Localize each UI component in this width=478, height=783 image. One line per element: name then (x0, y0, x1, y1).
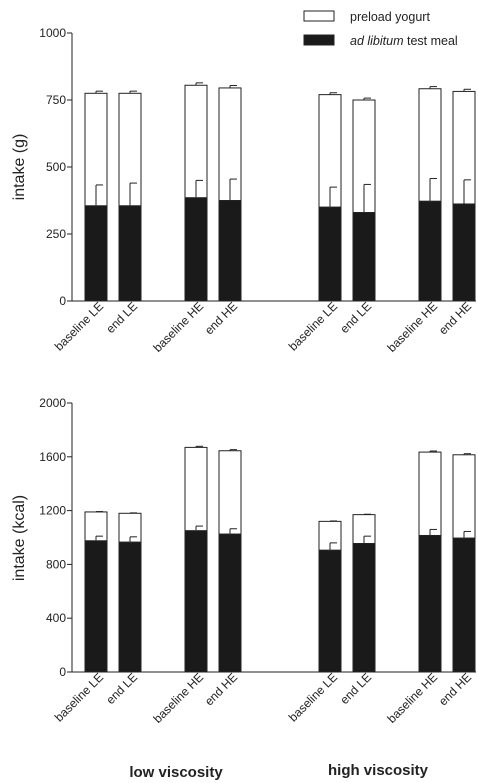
x-tick-label-g-5: end LE (337, 299, 374, 336)
bar-test-meal-g-1 (118, 205, 142, 302)
y-tick-label-kcal-3: 1200 (39, 504, 66, 518)
bar-test-meal-kcal-4 (318, 549, 342, 673)
y-tick-label-g-3: 750 (46, 93, 66, 107)
bar-test-meal-g-0 (84, 205, 108, 302)
y-tick-label-kcal-0: 0 (59, 665, 66, 679)
bar-test-meal-g-3 (218, 200, 242, 302)
x-tick-label-g-3: end HE (202, 299, 240, 337)
bar-test-meal-kcal-2 (184, 530, 208, 673)
legend: preload yogurt ad libitum test meal (303, 10, 458, 48)
bar-preload-kcal-6 (418, 451, 442, 536)
x-tick-label-g-2: baseline HE (150, 299, 206, 355)
y-tick-label-kcal-4: 1600 (39, 450, 66, 464)
panel-kcal: intake (kcal) 0 400 800 1200 1600 2000 baselin… (11, 396, 476, 726)
bar-test-meal-g-2 (184, 197, 208, 302)
bar-preload-kcal-7 (452, 454, 476, 539)
x-tick-label-kcal-1: end LE (103, 670, 140, 707)
bar-test-meal-kcal-7 (452, 537, 476, 673)
legend-label-preload: preload yogurt (350, 10, 430, 24)
bar-preload-kcal-2 (184, 446, 208, 532)
x-tick-label-g-1: end LE (103, 299, 140, 336)
bar-test-meal-g-5 (352, 212, 376, 302)
bar-test-meal-kcal-3 (218, 533, 242, 673)
y-tick-label-g-0: 0 (59, 294, 66, 308)
x-tick-label-kcal-4: baseline LE (286, 670, 340, 724)
y-tick-label-g-1: 250 (46, 227, 66, 241)
legend-label-test-meal: ad libitum test meal (350, 34, 458, 48)
bar-test-meal-kcal-0 (84, 540, 108, 673)
bar-test-meal-kcal-1 (118, 541, 142, 673)
y-axis-label-kcal: intake (kcal) (11, 495, 28, 581)
legend-swatch-test-meal (303, 34, 335, 46)
group-label-low-viscosity: low viscosity (129, 764, 223, 781)
bar-test-meal-kcal-6 (418, 534, 442, 673)
x-tick-label-g-7: end HE (436, 299, 474, 337)
x-tick-label-kcal-2: baseline HE (150, 670, 206, 726)
y-tick-label-kcal-2: 800 (46, 557, 66, 571)
x-tick-label-kcal-5: end LE (337, 670, 374, 707)
y-tick-label-g-4: 1000 (39, 26, 66, 40)
legend-swatch-preload (303, 10, 335, 22)
bar-preload-kcal-3 (218, 450, 242, 535)
y-axis-label-grams: intake (g) (11, 134, 28, 201)
x-tick-label-kcal-3: end HE (202, 670, 240, 708)
bar-test-meal-g-4 (318, 206, 342, 302)
x-tick-label-kcal-7: end HE (436, 670, 474, 708)
bar-test-meal-g-6 (418, 200, 442, 302)
x-tick-label-kcal-6: baseline HE (384, 670, 440, 726)
y-tick-label-kcal-1: 400 (46, 611, 66, 625)
x-tick-label-g-6: baseline HE (384, 299, 440, 355)
bar-test-meal-g-7 (452, 203, 476, 302)
group-label-high-viscosity: high viscosity (328, 762, 429, 779)
y-tick-label-kcal-5: 2000 (39, 396, 66, 410)
y-tick-label-g-2: 500 (46, 160, 66, 174)
x-tick-label-g-4: baseline LE (286, 299, 340, 353)
bar-test-meal-kcal-5 (352, 543, 376, 673)
